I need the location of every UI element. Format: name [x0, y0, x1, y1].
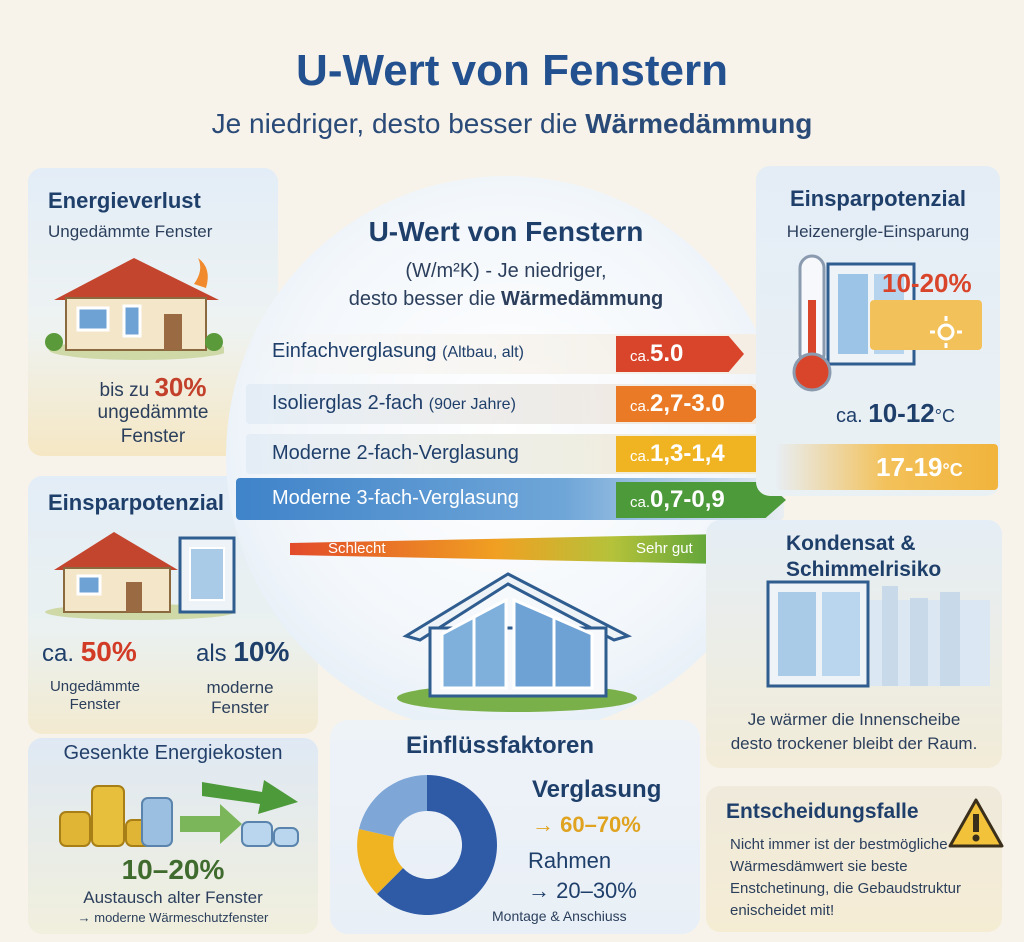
sun-icon [930, 316, 962, 348]
coins-arrow-icon [59, 780, 299, 847]
savings-left-a: ca. 50% [42, 636, 137, 668]
value3-unit: °C [942, 460, 963, 480]
center-unit-line: (W/m²K) - Je niedriger, [405, 260, 607, 282]
costs-line2: → moderne Wärmeschutzfenster [77, 910, 269, 925]
modern-house-icon [397, 572, 637, 712]
subtitle-bold: Wärmedämmung [585, 108, 813, 139]
energy-loss-line3: Fenster [120, 426, 186, 447]
condensation-title1: Kondensat & [786, 532, 916, 555]
savings-left-b-label1: moderne [206, 678, 274, 697]
condensation-window-icon [766, 580, 990, 688]
row-1-label: Einfachverglasung (Altbau, alt) [272, 340, 524, 363]
costs-value: 10–20% [121, 854, 225, 885]
condensation-title2: Schimmelrisiko [786, 558, 942, 581]
row-3-prefix: ca. [630, 448, 651, 465]
donut-segment-frame [357, 829, 403, 894]
factor-2-value: → 20–30% [528, 878, 637, 903]
factor-2-label: Rahmen [528, 848, 612, 873]
row-3-label: Moderne 2-fach-Verglasung [272, 442, 519, 464]
costs-title: Gesenkte Energiekosten [63, 742, 283, 764]
row-2-prefix: ca. [630, 398, 651, 415]
condensation-text2: desto trockener bleibt der Raum. [730, 734, 978, 753]
center-line2-text: desto besser die [348, 288, 502, 310]
savings-right-value3: 17-19°C [876, 452, 963, 483]
factor-3-label: Montage & Anschiuss [492, 908, 627, 924]
condensation-text1: Je wärmer die Innenscheibe [747, 710, 961, 729]
savings-left-a-value: 50% [80, 636, 137, 667]
value3-number: 17-19 [876, 452, 943, 482]
warning-icon [948, 798, 1004, 848]
savings-left-a-prefix: ca. [42, 640, 81, 667]
energy-loss-title: Energieverlust [48, 188, 201, 213]
house-icon [45, 258, 224, 360]
row-1-name: Einfachverglasung [272, 340, 437, 362]
factor-1-value: → 60–70% [532, 812, 641, 837]
energy-loss-line1: bis zu 30% [28, 372, 278, 403]
row-4-value: 0,7-0,9 [650, 486, 725, 513]
house-with-window-icon [45, 532, 236, 620]
center-line2: desto besser die Wärmedämmung [226, 288, 786, 311]
scale-bad-label: Schlecht [328, 540, 386, 557]
row-2-label: Isolierglas 2-fach (90er Jahre) [272, 392, 516, 415]
row-2-name: Isolierglas 2-fach [272, 392, 424, 414]
savings-left-b-prefix: als [196, 640, 234, 667]
subtitle-text: Je niedriger, desto besser die [211, 108, 586, 139]
value3-bg [776, 444, 998, 490]
value1-bg [870, 300, 982, 350]
value2-prefix: ca. [836, 405, 869, 427]
savings-left-b-value: 10% [233, 636, 290, 667]
page-subtitle: Je niedriger, desto besser die Wärmedämm… [0, 108, 1024, 140]
decision-line1: Nicht immer ist der bestmögliche [730, 836, 948, 853]
savings-left-b: als 10% [196, 636, 289, 668]
value2-number: 10-12 [868, 398, 935, 428]
value2-unit: °C [934, 406, 955, 426]
row-4-prefix: ca. [630, 494, 651, 511]
center-line2-bold: Wärmedämmung [501, 288, 664, 310]
row-3-value-chip: ca.1,3-1,4 [616, 436, 780, 472]
savings-right-subtitle: Heizenergle-Einsparung [786, 222, 970, 241]
decision-panel [706, 786, 1002, 932]
costs-line1: Austausch alter Fenster [83, 888, 263, 907]
factors-title: Einflüssfaktoren [405, 732, 595, 759]
center-title: U-Wert von Fenstern [368, 216, 644, 247]
energy-loss-prefix: bis zu [99, 380, 155, 401]
factors-donut-chart [357, 775, 497, 915]
energy-loss-subtitle: Ungedämmte Fenster [48, 222, 213, 241]
savings-right-value1: 10-20% [882, 268, 972, 298]
row-3-value: 1,3-1,4 [650, 440, 725, 467]
donut-segment-installation [359, 775, 427, 837]
row-1-note: (Altbau, alt) [442, 344, 524, 361]
decision-line4: enischeidet mit! [730, 902, 835, 919]
savings-right-title: Einsparpotenzial [789, 186, 967, 211]
savings-left-a-label2: Fenster [69, 696, 121, 713]
decision-title: Entscheidungsfalle [726, 800, 919, 823]
savings-left-title: Einsparpotenzial [48, 490, 225, 515]
row-1-value-chip: ca.5.0 [616, 336, 744, 372]
savings-right-value2: ca. 10-12°C [836, 398, 955, 429]
row-2-value-chip: ca.2,7-3.0 [616, 386, 770, 422]
page-title: U-Wert von Fenstern [296, 46, 728, 95]
row-1-prefix: ca. [630, 348, 651, 365]
savings-left-a-label1: Ungedämmte [49, 678, 141, 695]
row-4-label: Moderne 3-fach-Verglasung [272, 487, 519, 509]
decision-line2: Wärmesdämwert sie beste [730, 858, 908, 875]
row-2-note: (90er Jahre) [428, 396, 516, 413]
row-1-value: 5.0 [650, 340, 684, 367]
row-2-value: 2,7-3.0 [650, 390, 725, 417]
energy-loss-value: 30% [154, 372, 207, 402]
factor-1-label: Verglasung [532, 776, 662, 803]
scale-good-label: Sehr gut [636, 540, 693, 557]
decision-line3: Enstchetinung, die Gebaudstruktur [730, 880, 961, 897]
savings-left-b-label2: Fenster [211, 698, 269, 717]
donut-segment-glazing [377, 775, 497, 915]
energy-loss-line2: ungedämmte [97, 402, 209, 423]
